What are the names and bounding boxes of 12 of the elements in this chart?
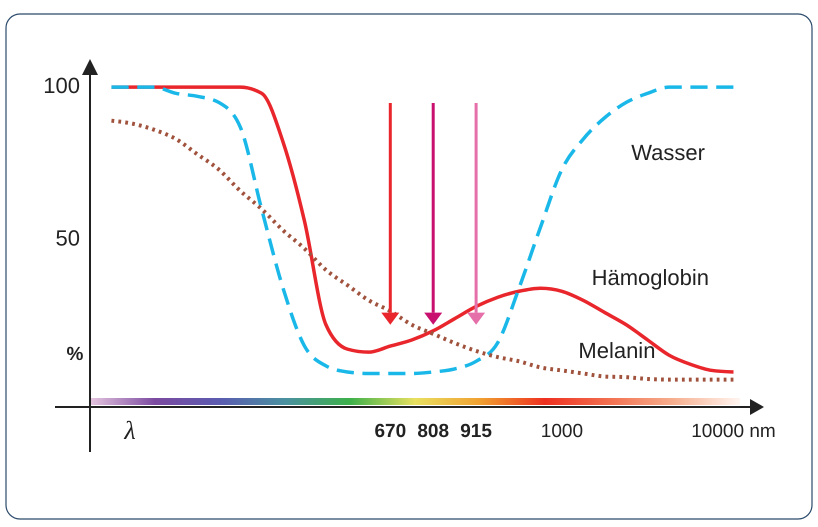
- x-tick-label: 915: [460, 421, 492, 442]
- x-tick-label: 1000: [540, 421, 584, 442]
- series-label: Hämoglobin: [592, 264, 710, 290]
- x-axis-title: λ: [123, 416, 136, 445]
- y-tick-label: 100: [43, 72, 80, 98]
- y-axis-title: %: [66, 344, 84, 366]
- series-label: Wasser: [631, 140, 705, 166]
- x-tick-label: 670: [374, 421, 406, 442]
- x-tick-label: 10000 nm: [691, 421, 776, 442]
- series-label: Melanin: [578, 338, 656, 363]
- y-tick-label: 50: [56, 225, 80, 250]
- x-tick-label: 808: [417, 421, 450, 442]
